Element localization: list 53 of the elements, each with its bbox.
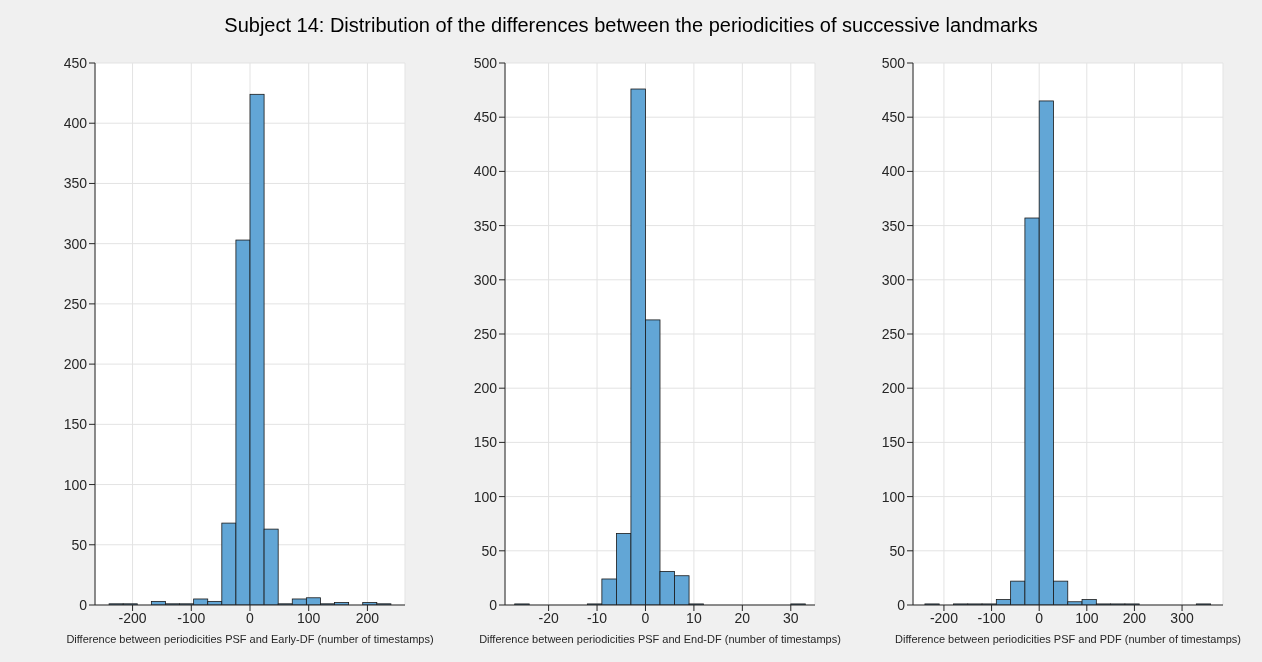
y-tick-label: 250: [63, 295, 88, 312]
y-tick-label: 50: [71, 536, 88, 553]
x-tick-label: -100: [977, 609, 1006, 626]
y-tick-label: 50: [889, 542, 906, 559]
text: Subject 14: Distribution of the differences between the periodicities of successive landmarks: [223, 14, 1039, 37]
y-tick-label: 350: [473, 217, 498, 234]
y-tick-label: 250: [881, 325, 906, 342]
y-tick-label: 450: [473, 109, 498, 126]
y-tick-label: 100: [881, 488, 906, 505]
y-tick-label: 200: [63, 356, 88, 373]
x-axis-title: Difference between periodicities PSF and End-DF (number of timestamps): [479, 633, 841, 645]
y-tick-label: 500: [881, 54, 906, 71]
y-tick-label: 0: [79, 596, 88, 613]
x-tick-label: -200: [929, 609, 959, 626]
y-tick-label: 200: [473, 380, 498, 397]
y-tick-label: 450: [63, 54, 88, 71]
y-tick-label: 300: [473, 271, 498, 288]
y-tick-label: 400: [63, 115, 88, 132]
y-tick-label: 300: [881, 271, 906, 288]
y-tick-label: 150: [473, 434, 498, 451]
y-tick-label: 200: [881, 380, 906, 397]
x-tick-label: -200: [118, 609, 147, 626]
x-tick-label: 30: [782, 609, 799, 626]
y-tick-label: 500: [473, 54, 498, 71]
y-tick-label: 150: [63, 416, 88, 433]
y-tick-label: 400: [881, 163, 906, 180]
x-tick-label: 0: [1035, 609, 1044, 626]
y-tick-label: 100: [63, 476, 88, 493]
y-tick-label: 400: [473, 163, 498, 180]
y-tick-label: 300: [63, 235, 88, 252]
x-tick-label: 20: [734, 609, 751, 626]
x-tick-label: -20: [538, 609, 559, 626]
x-tick-label: 0: [246, 609, 255, 626]
y-tick-label: 100: [473, 488, 498, 505]
x-axis-title: Difference between periodicities PSF and PDF (number of timestamps): [895, 633, 1241, 645]
y-tick-label: 350: [881, 217, 906, 234]
x-tick-label: 200: [355, 609, 380, 626]
x-axis-title: Difference between periodicities PSF and Early-DF (number of timestamps): [66, 633, 434, 645]
y-tick-label: 50: [481, 542, 498, 559]
x-tick-label: 300: [1170, 609, 1194, 626]
x-tick-label: -10: [586, 609, 608, 626]
x-tick-label: -100: [177, 609, 206, 626]
x-tick-label: 0: [641, 609, 650, 626]
x-tick-label: 200: [1122, 609, 1147, 626]
x-tick-label: 10: [686, 609, 702, 626]
y-tick-label: 0: [897, 596, 906, 613]
y-tick-label: 250: [473, 325, 498, 342]
y-tick-label: 450: [881, 109, 906, 126]
y-tick-label: 150: [881, 434, 906, 451]
x-tick-label: 100: [297, 609, 321, 626]
y-tick-label: 0: [489, 596, 498, 613]
x-tick-label: 100: [1075, 609, 1099, 626]
y-tick-label: 350: [63, 175, 88, 192]
